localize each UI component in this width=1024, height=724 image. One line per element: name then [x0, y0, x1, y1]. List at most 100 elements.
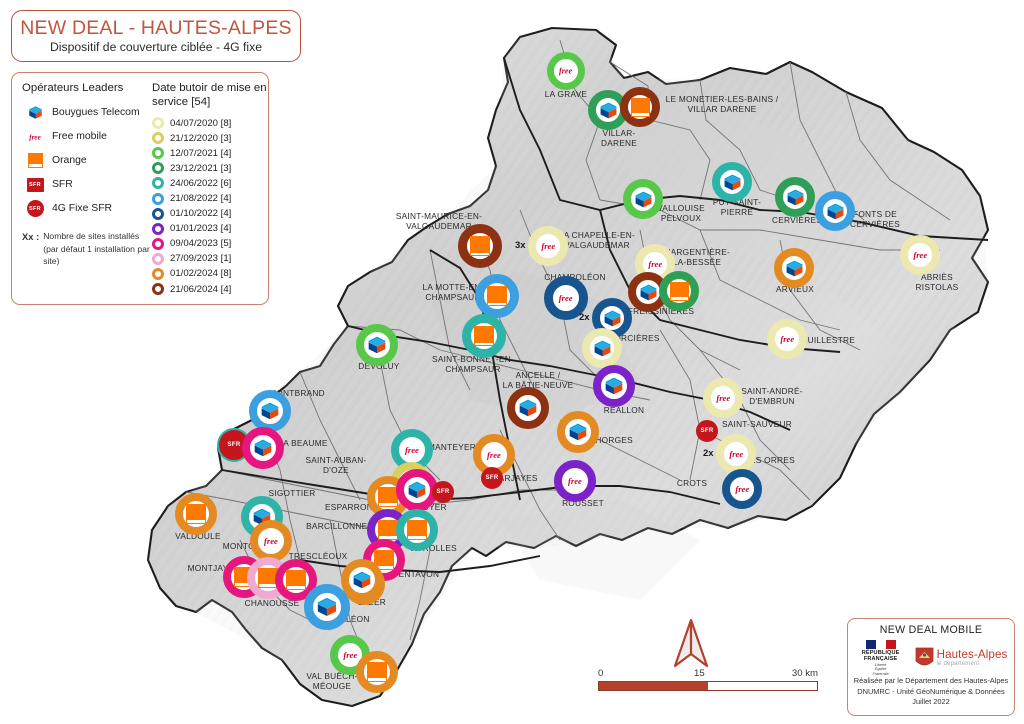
- legend-box: Opérateurs Leaders Bouygues Telecom free F…: [11, 72, 269, 305]
- orange-icon: [669, 281, 689, 301]
- scale-bar-empty: [708, 682, 817, 690]
- credits-box: NEW DEAL MOBILE RÉPUBLIQUE FRANÇAISE Lib…: [847, 618, 1015, 716]
- legend-dates-header: Date butoir de mise en service [54]: [152, 82, 267, 109]
- north-arrow-icon: [673, 618, 709, 668]
- legend-operator-row: Bouygues Telecom: [22, 101, 152, 124]
- dept-tagline: le département: [936, 660, 980, 667]
- map-site-marker[interactable]: [815, 191, 855, 231]
- map-site-marker[interactable]: [774, 248, 814, 288]
- map-site-marker[interactable]: [275, 559, 317, 601]
- map-site-marker[interactable]: [396, 509, 438, 551]
- sfr-marker-label: SFR: [485, 475, 499, 481]
- dept-name: Hautes-Alpes: [936, 648, 1008, 662]
- sfr-marker-label: SFR: [700, 428, 714, 434]
- map-site-marker[interactable]: [712, 162, 752, 202]
- map-site-marker[interactable]: free: [716, 434, 756, 474]
- hautes-alpes-logo: Hautes-Alpes le département: [915, 647, 1008, 669]
- bouygues-icon: [568, 422, 588, 442]
- map-site-marker[interactable]: [620, 87, 660, 127]
- bouygues-icon: [518, 398, 538, 418]
- free-icon: free: [534, 241, 563, 251]
- map-site-marker[interactable]: [356, 324, 398, 366]
- map-site-marker[interactable]: [593, 365, 635, 407]
- legend-date-swatch: [152, 267, 164, 280]
- map-site-marker[interactable]: [507, 387, 549, 429]
- free-icon: free: [256, 536, 286, 546]
- map-site-marker[interactable]: [175, 493, 217, 535]
- bouygues-icon: [352, 570, 372, 590]
- legend-date-row: 01/02/2024 [8]: [152, 266, 267, 281]
- map-site-marker[interactable]: [475, 274, 519, 318]
- free-icon: free: [773, 334, 802, 344]
- free-icon: free: [560, 476, 590, 486]
- page-subtitle: Dispositif de couverture ciblée - 4G fix…: [49, 40, 263, 55]
- map-site-marker[interactable]: [242, 427, 284, 469]
- svg-text:free: free: [29, 133, 41, 141]
- map-site-marker[interactable]: free: [722, 469, 762, 509]
- scale-bar-graphic: [598, 681, 818, 691]
- bouygues-icon: [253, 438, 273, 458]
- map-site-marker[interactable]: free: [554, 460, 596, 502]
- orange-icon: [378, 487, 398, 507]
- legend-date-swatch: [152, 192, 164, 205]
- map-site-marker[interactable]: [775, 177, 815, 217]
- legend-date-row: 01/10/2022 [4]: [152, 206, 267, 221]
- svg-text:free: free: [487, 450, 501, 460]
- orange-icon: [469, 235, 491, 257]
- map-site-marker[interactable]: free: [528, 226, 568, 266]
- bouygues-icon: [603, 309, 622, 328]
- map-site-marker[interactable]: [462, 314, 506, 358]
- page-title: NEW DEAL - HAUTES-ALPES: [20, 16, 292, 39]
- map-site-marker[interactable]: free: [391, 429, 433, 471]
- legend-date-row: 24/06/2022 [6]: [152, 176, 267, 191]
- legend-operators-column: Opérateurs Leaders Bouygues Telecom free F…: [22, 81, 152, 268]
- map-site-marker[interactable]: free: [250, 520, 292, 562]
- svg-text:free: free: [405, 445, 419, 455]
- bouygues-icon: [826, 202, 845, 221]
- legend-date-label: 04/07/2020 [8]: [170, 117, 232, 129]
- orange-icon: [486, 285, 508, 307]
- legend-date-swatch: [152, 252, 164, 265]
- bouygues-icon: [22, 105, 48, 120]
- map-site-marker[interactable]: free: [547, 52, 585, 90]
- free-icon: free: [728, 484, 757, 494]
- map-site-marker[interactable]: [304, 584, 350, 630]
- free-icon: free: [336, 650, 365, 660]
- map-site-marker[interactable]: free: [544, 276, 588, 320]
- orange-icon: [186, 504, 206, 524]
- map-site-marker[interactable]: [249, 390, 291, 432]
- legend-date-swatch: [152, 283, 164, 296]
- map-site-marker[interactable]: [623, 179, 663, 219]
- svg-text:free: free: [780, 334, 794, 344]
- svg-text:free: free: [559, 293, 573, 303]
- map-site-marker[interactable]: [458, 224, 502, 268]
- map-site-marker[interactable]: SFR: [696, 420, 718, 442]
- map-site-marker[interactable]: [557, 411, 599, 453]
- map-site-marker[interactable]: free: [900, 235, 940, 275]
- map-site-marker[interactable]: free: [703, 378, 743, 418]
- coat-of-arms-icon: [915, 647, 933, 666]
- republique-francaise-logo: RÉPUBLIQUE FRANÇAISE Liberté Égalité Fra…: [855, 639, 907, 676]
- legend-operator-label: 4G Fixe SFR: [52, 203, 113, 215]
- map-site-marker[interactable]: [356, 651, 398, 693]
- orange-icon: [378, 520, 398, 540]
- legend-operators-list: Bouygues Telecom free Free mobile Orange SFR…: [22, 101, 152, 220]
- legend-date-row: 01/01/2023 [4]: [152, 221, 267, 236]
- map-site-marker[interactable]: SFR: [432, 481, 454, 503]
- svg-text:free: free: [559, 67, 572, 76]
- map-site-marker[interactable]: SFR: [481, 467, 503, 489]
- map-site-marker[interactable]: [582, 328, 622, 368]
- map-site-marker[interactable]: [659, 271, 699, 311]
- sfr-icon: SFR: [22, 177, 48, 192]
- orange-icon: [630, 97, 650, 117]
- scale-bar-filled: [599, 682, 708, 690]
- scale-label-mid: 15: [694, 668, 705, 679]
- free-icon: free: [550, 293, 581, 303]
- orange-icon: [286, 570, 306, 590]
- map-site-marker[interactable]: [341, 559, 383, 601]
- orange-icon: [367, 662, 387, 682]
- legend-operator-row: SFR 4G Fixe SFR: [22, 197, 152, 220]
- map-site-marker[interactable]: free: [767, 319, 807, 359]
- legend-operator-row: Orange: [22, 149, 152, 172]
- legend-date-label: 01/01/2023 [4]: [170, 223, 232, 235]
